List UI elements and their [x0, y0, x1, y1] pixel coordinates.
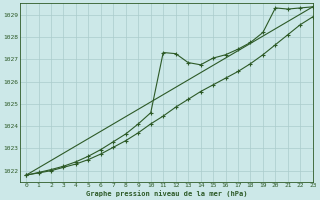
X-axis label: Graphe pression niveau de la mer (hPa): Graphe pression niveau de la mer (hPa) [85, 190, 247, 197]
